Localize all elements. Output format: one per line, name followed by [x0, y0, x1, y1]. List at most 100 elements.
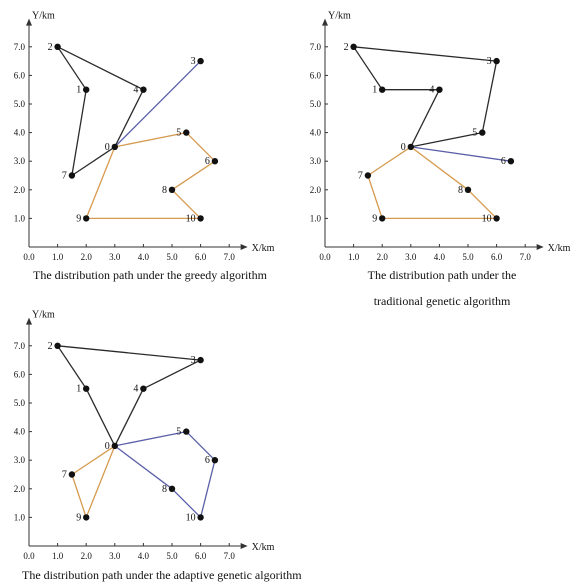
- route-segment-3-5: [481, 60, 498, 133]
- greedy-caption-line-1: The distribution path under the greedy a…: [33, 268, 267, 282]
- node-7-label: 7: [62, 470, 67, 481]
- node-3-point: [197, 57, 204, 65]
- x-tick-label: 1.0: [348, 252, 360, 262]
- route-segment-2-3: [353, 46, 497, 62]
- y-tick-label: 4.0: [14, 128, 26, 138]
- y-tick-label: 6.0: [14, 369, 26, 379]
- node-5-point: [183, 129, 190, 136]
- node-8-label: 8: [162, 484, 167, 495]
- node-2-label: 2: [48, 341, 53, 352]
- node-3-label: 3: [487, 56, 492, 67]
- y-tick-label: 4.0: [310, 128, 322, 138]
- y-tick-label: 5.0: [14, 99, 26, 109]
- y-tick-label: 1.0: [14, 512, 26, 522]
- x-tick-label: 7.0: [520, 252, 532, 262]
- node-4-label: 4: [133, 85, 138, 96]
- route-segment-7-9: [71, 474, 87, 518]
- route-segment-10-8: [467, 189, 498, 219]
- route-segment-0-7: [71, 146, 116, 177]
- route-segment-0-7: [71, 445, 116, 476]
- node-1-point: [379, 86, 386, 93]
- node-7-label: 7: [358, 171, 363, 182]
- x-tick-label: 1.0: [52, 551, 64, 561]
- y-tick-label: 3.0: [14, 156, 26, 166]
- x-tick-label: 5.0: [166, 252, 178, 262]
- x-tick-label: 6.0: [491, 252, 503, 262]
- route-segment-8-10: [171, 189, 202, 219]
- node-2-label: 2: [48, 42, 53, 53]
- node-5-point: [479, 129, 486, 136]
- node-1-point: [83, 385, 90, 392]
- adaptive-ga-chart-caption: The distribution path under the adaptive…: [0, 562, 330, 588]
- x-tick-label: 3.0: [109, 551, 121, 561]
- node-2-point: [54, 43, 61, 50]
- node-9-label: 9: [372, 213, 377, 224]
- x-tick-label: 1.0: [52, 252, 64, 262]
- route-segment-7-9: [367, 175, 383, 219]
- x-tick-label: 0.0: [319, 252, 331, 262]
- node-2-label: 2: [344, 42, 349, 53]
- node-10-point: [493, 215, 500, 222]
- node-1-point: [83, 86, 90, 93]
- y-tick-label: 6.0: [310, 70, 322, 80]
- node-7-point: [68, 172, 76, 179]
- route-segment-2-4: [57, 46, 144, 91]
- node-5-point: [183, 428, 190, 435]
- y-tick-label: 2.0: [310, 185, 322, 195]
- node-10-label: 10: [186, 213, 196, 224]
- node-0-point: [407, 143, 414, 151]
- x-tick-label: 5.0: [462, 252, 474, 262]
- node-4-label: 4: [133, 384, 138, 395]
- adaptive-ga-chart-panel: X/km Y/km 0.0 1.0 2.0 3.0 4.0 5.0 6.0 7.0 1.0 2.0 3.…: [0, 308, 330, 583]
- greedy-chart-panel: X/km Y/km 0.0 1.0 2.0 3.0 4.0 5.0 6.0 7.0 1.0 2.0 3.…: [0, 0, 300, 300]
- adaptive-ga-chart: X/km Y/km 0.0 1.0 2.0 3.0 4.0 5.0 6.0 7.0 1.0 2.0 3.…: [14, 310, 275, 561]
- node-1-label: 1: [76, 384, 81, 395]
- node-0-point: [111, 442, 119, 450]
- node-9-label: 9: [76, 512, 81, 523]
- node-6-point: [211, 457, 219, 464]
- node-5-label: 5: [176, 128, 181, 139]
- y-tick-label: 5.0: [310, 99, 322, 109]
- x-tick-label: 2.0: [81, 252, 93, 262]
- traditional-caption-line-2: traditional genetic algorithm: [373, 294, 511, 308]
- y-tick-label: 4.0: [14, 427, 26, 437]
- y-tick-label: 7.0: [310, 42, 322, 52]
- x-tick-label: 4.0: [434, 252, 446, 262]
- x-tick-label: 0.0: [23, 551, 35, 561]
- traditional-caption-line-1: The distribution path under the: [367, 268, 517, 282]
- x-tick-label: 4.0: [138, 252, 150, 262]
- y-axis-arrow: [322, 18, 328, 26]
- route-segment-0-4: [410, 89, 440, 148]
- y-tick-label: 6.0: [14, 70, 26, 80]
- route-segment-1-2: [57, 345, 87, 390]
- route-segment-0-6: [410, 146, 511, 162]
- node-4-label: 4: [429, 85, 434, 96]
- y-axis-arrow: [26, 18, 32, 26]
- node-10-point: [197, 215, 204, 222]
- route-segment-1-2: [57, 46, 87, 91]
- route-segment-6-8: [171, 160, 216, 191]
- node-10-label: 10: [186, 512, 196, 523]
- node-1-label: 1: [372, 85, 377, 96]
- route-segment-4-0: [114, 388, 144, 447]
- x-axis-label: X/km: [252, 542, 275, 553]
- y-axis-label: Y/km: [32, 310, 55, 321]
- route-segment-4-0: [114, 89, 144, 148]
- node-0-label: 0: [401, 142, 406, 153]
- node-8-point: [168, 485, 176, 492]
- node-5-label: 5: [472, 128, 477, 139]
- x-tick-label: 7.0: [224, 551, 236, 561]
- node-4-point: [140, 86, 147, 93]
- x-tick-label: 6.0: [195, 252, 207, 262]
- node-4-point: [140, 385, 147, 392]
- route-segment-5-6: [185, 132, 216, 162]
- traditional-ga-chart-panel: X/km Y/km 0.0 1.0 2.0 3.0 4.0 5.0 6.0 7.0 1.0 2.0 3.…: [296, 0, 588, 310]
- y-tick-label: 2.0: [14, 185, 26, 195]
- node-9-point: [379, 215, 386, 222]
- x-tick-label: 3.0: [109, 252, 121, 262]
- node-6-label: 6: [205, 156, 210, 167]
- node-1-label: 1: [76, 85, 81, 96]
- node-5-label: 5: [176, 427, 181, 438]
- traditional-ga-chart: X/km Y/km 0.0 1.0 2.0 3.0 4.0 5.0 6.0 7.0 1.0 2.0 3.…: [310, 11, 571, 262]
- y-tick-label: 7.0: [14, 341, 26, 351]
